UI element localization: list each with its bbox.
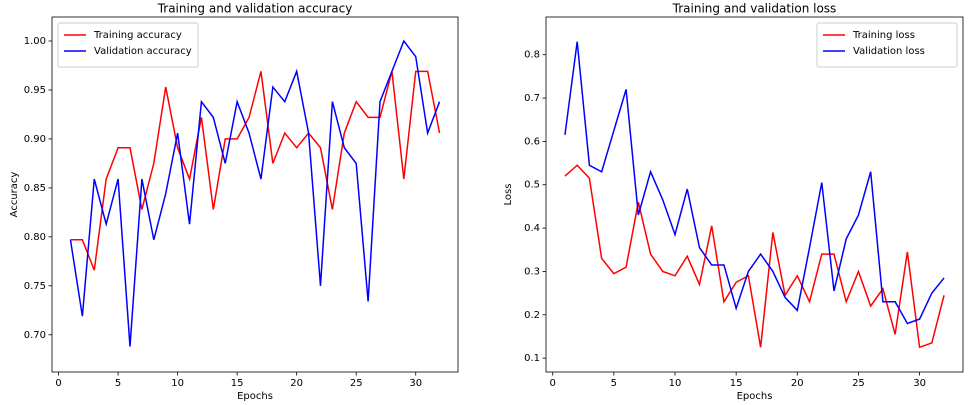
legend-label: Training loss	[852, 30, 915, 41]
x-tick-label: 15	[730, 378, 743, 389]
x-tick-label: 15	[231, 378, 244, 389]
x-tick-label: 25	[350, 378, 363, 389]
y-axis-label: Loss	[503, 184, 514, 206]
data-line	[70, 70, 441, 271]
chart-title: Training and validation loss	[672, 2, 837, 16]
x-tick-label: 5	[115, 378, 121, 389]
y-tick-label: 0.70	[24, 330, 46, 341]
y-tick-label: 0.80	[24, 232, 46, 243]
y-tick-label: 1.00	[24, 36, 46, 47]
y-tick-label: 0.85	[24, 183, 46, 194]
y-tick-label: 0.8	[524, 50, 540, 61]
x-tick-label: 30	[409, 378, 422, 389]
data-line	[564, 164, 945, 349]
x-tick-label: 10	[171, 378, 184, 389]
legend-label: Training accuracy	[93, 30, 182, 41]
plot-frame	[51, 16, 459, 373]
legend-box	[57, 22, 199, 68]
y-tick-label: 0.4	[524, 223, 540, 234]
legend-label: Validation accuracy	[94, 46, 192, 57]
x-tick-label: 25	[852, 378, 865, 389]
y-tick-label: 0.1	[524, 353, 540, 364]
x-axis-label: Epochs	[737, 391, 773, 402]
data-line	[564, 41, 945, 325]
data-line	[69, 39, 441, 347]
y-tick-label: 0.7	[524, 93, 540, 104]
y-axis-label: Accuracy	[9, 172, 20, 218]
x-tick-label: 20	[791, 378, 804, 389]
y-tick-label: 0.75	[24, 281, 46, 292]
x-tick-label: 30	[913, 378, 926, 389]
y-tick-label: 0.5	[524, 180, 540, 191]
x-tick-label: 0	[55, 378, 61, 389]
y-tick-label: 0.6	[524, 136, 540, 147]
x-axis-label: Epochs	[237, 391, 273, 402]
y-tick-label: 0.3	[524, 266, 540, 277]
legend-label: Validation loss	[853, 46, 925, 57]
y-tick-label: 0.90	[24, 134, 46, 145]
y-tick-label: 0.95	[24, 85, 46, 96]
x-tick-label: 10	[669, 378, 682, 389]
plot-frame	[545, 16, 964, 373]
chart-title: Training and validation accuracy	[157, 2, 353, 16]
x-tick-label: 5	[611, 378, 617, 389]
x-tick-label: 20	[290, 378, 303, 389]
x-tick-label: 0	[550, 378, 556, 389]
legend-box	[816, 22, 958, 68]
y-tick-label: 0.2	[524, 310, 540, 321]
